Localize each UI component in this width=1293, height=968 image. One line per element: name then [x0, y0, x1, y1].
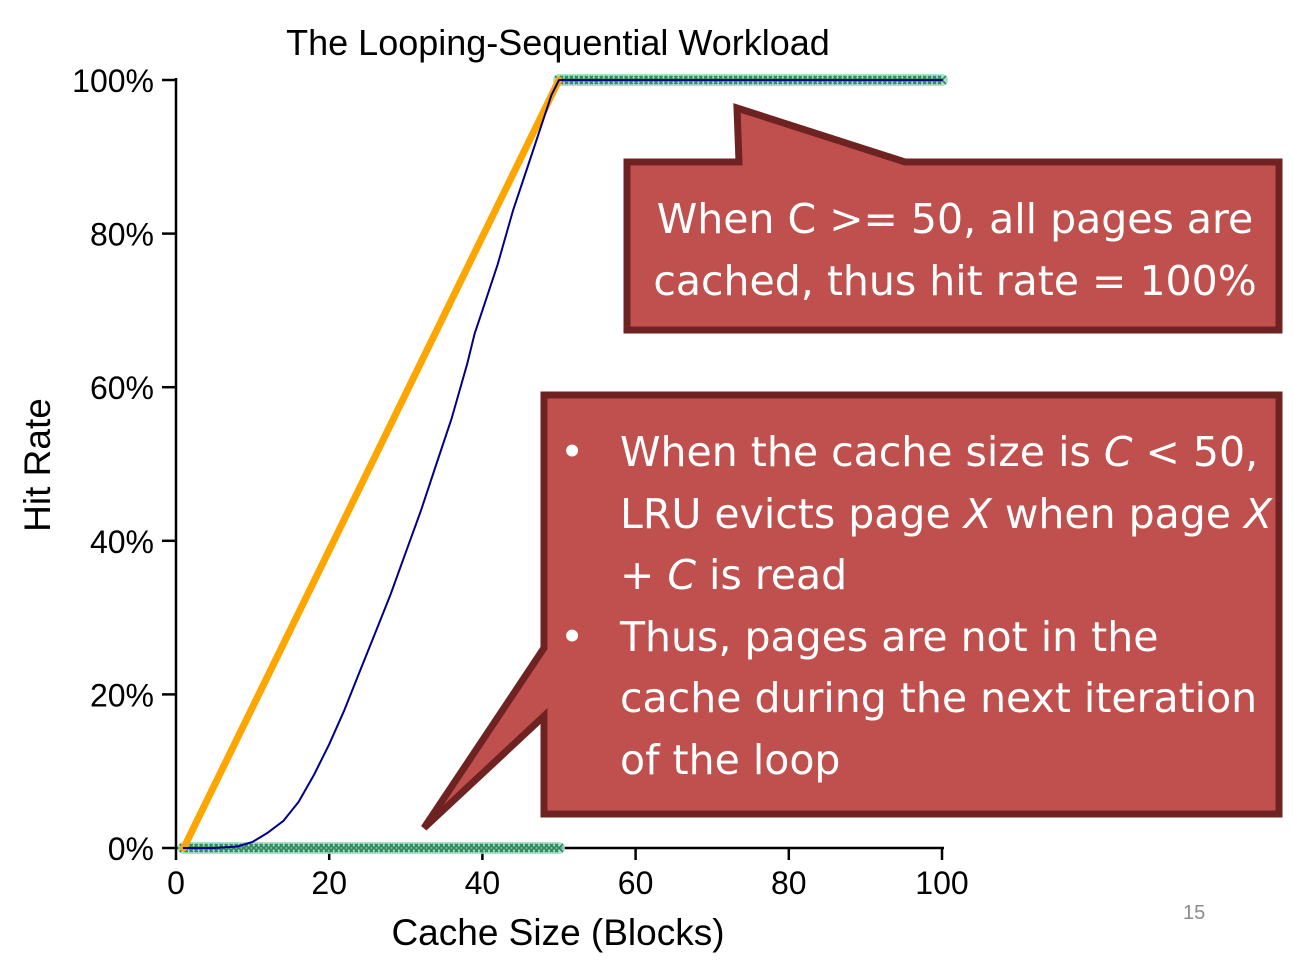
bullet-dot-icon: •: [560, 428, 585, 476]
bullet-text-segment: is read: [696, 551, 848, 599]
bullet-dot-icon: •: [560, 612, 585, 661]
x-tick-label: 40: [465, 865, 501, 901]
callout-bottom-shape: [421, 391, 1283, 831]
y-axis-label: Hit Rate: [17, 398, 58, 532]
series-orange-line: [180, 76, 563, 852]
slide-number: 15: [1183, 902, 1206, 924]
series-blue-line: [182, 79, 943, 849]
y-tick-label: 80%: [90, 217, 154, 253]
bullet-text-segment: < 50, LRU evicts page: [620, 428, 1259, 538]
x-tick-label: 80: [771, 865, 807, 901]
callout-bullet: • When the cache size is C < 50, LRU evic…: [560, 422, 1275, 607]
x-tick-label: 0: [167, 865, 185, 901]
bullet-text-segment: C: [1103, 428, 1133, 476]
y-tick-label: 40%: [90, 524, 154, 560]
series-layer: [177, 74, 948, 854]
bullet-text-segment: X: [963, 489, 992, 538]
callout-bottom-text: • When the cache size is C < 50, LRU evic…: [560, 422, 1275, 791]
y-tick-label: 0%: [108, 831, 154, 867]
x-tick-label: 60: [618, 865, 654, 901]
y-tick-label: 60%: [90, 370, 154, 406]
y-tick-label: 100%: [72, 63, 154, 99]
bullet-text-segment: Thus, pages are not in the cache during …: [620, 612, 1258, 784]
x-tick-label: 20: [311, 865, 347, 901]
bullet-text-segment: When the cache size is: [620, 428, 1104, 476]
callout-top-shape: [623, 103, 1283, 334]
bullet-text-segment: when page: [991, 489, 1245, 538]
bullet-text-segment: X + C: [620, 489, 1273, 600]
callout-bullet: • Thus, pages are not in the cache during…: [560, 607, 1275, 792]
x-axis-label: Cache Size (Blocks): [391, 912, 724, 953]
chart-title: The Looping-Sequential Workload: [286, 22, 830, 63]
series-crosses-markers: [179, 843, 564, 853]
series-crosses-point: [554, 843, 564, 853]
x-tick-label: 100: [915, 865, 968, 901]
y-tick-label: 20%: [90, 677, 154, 713]
callout-top-text: When C >= 50, all pages are cached, thus…: [653, 195, 1257, 305]
